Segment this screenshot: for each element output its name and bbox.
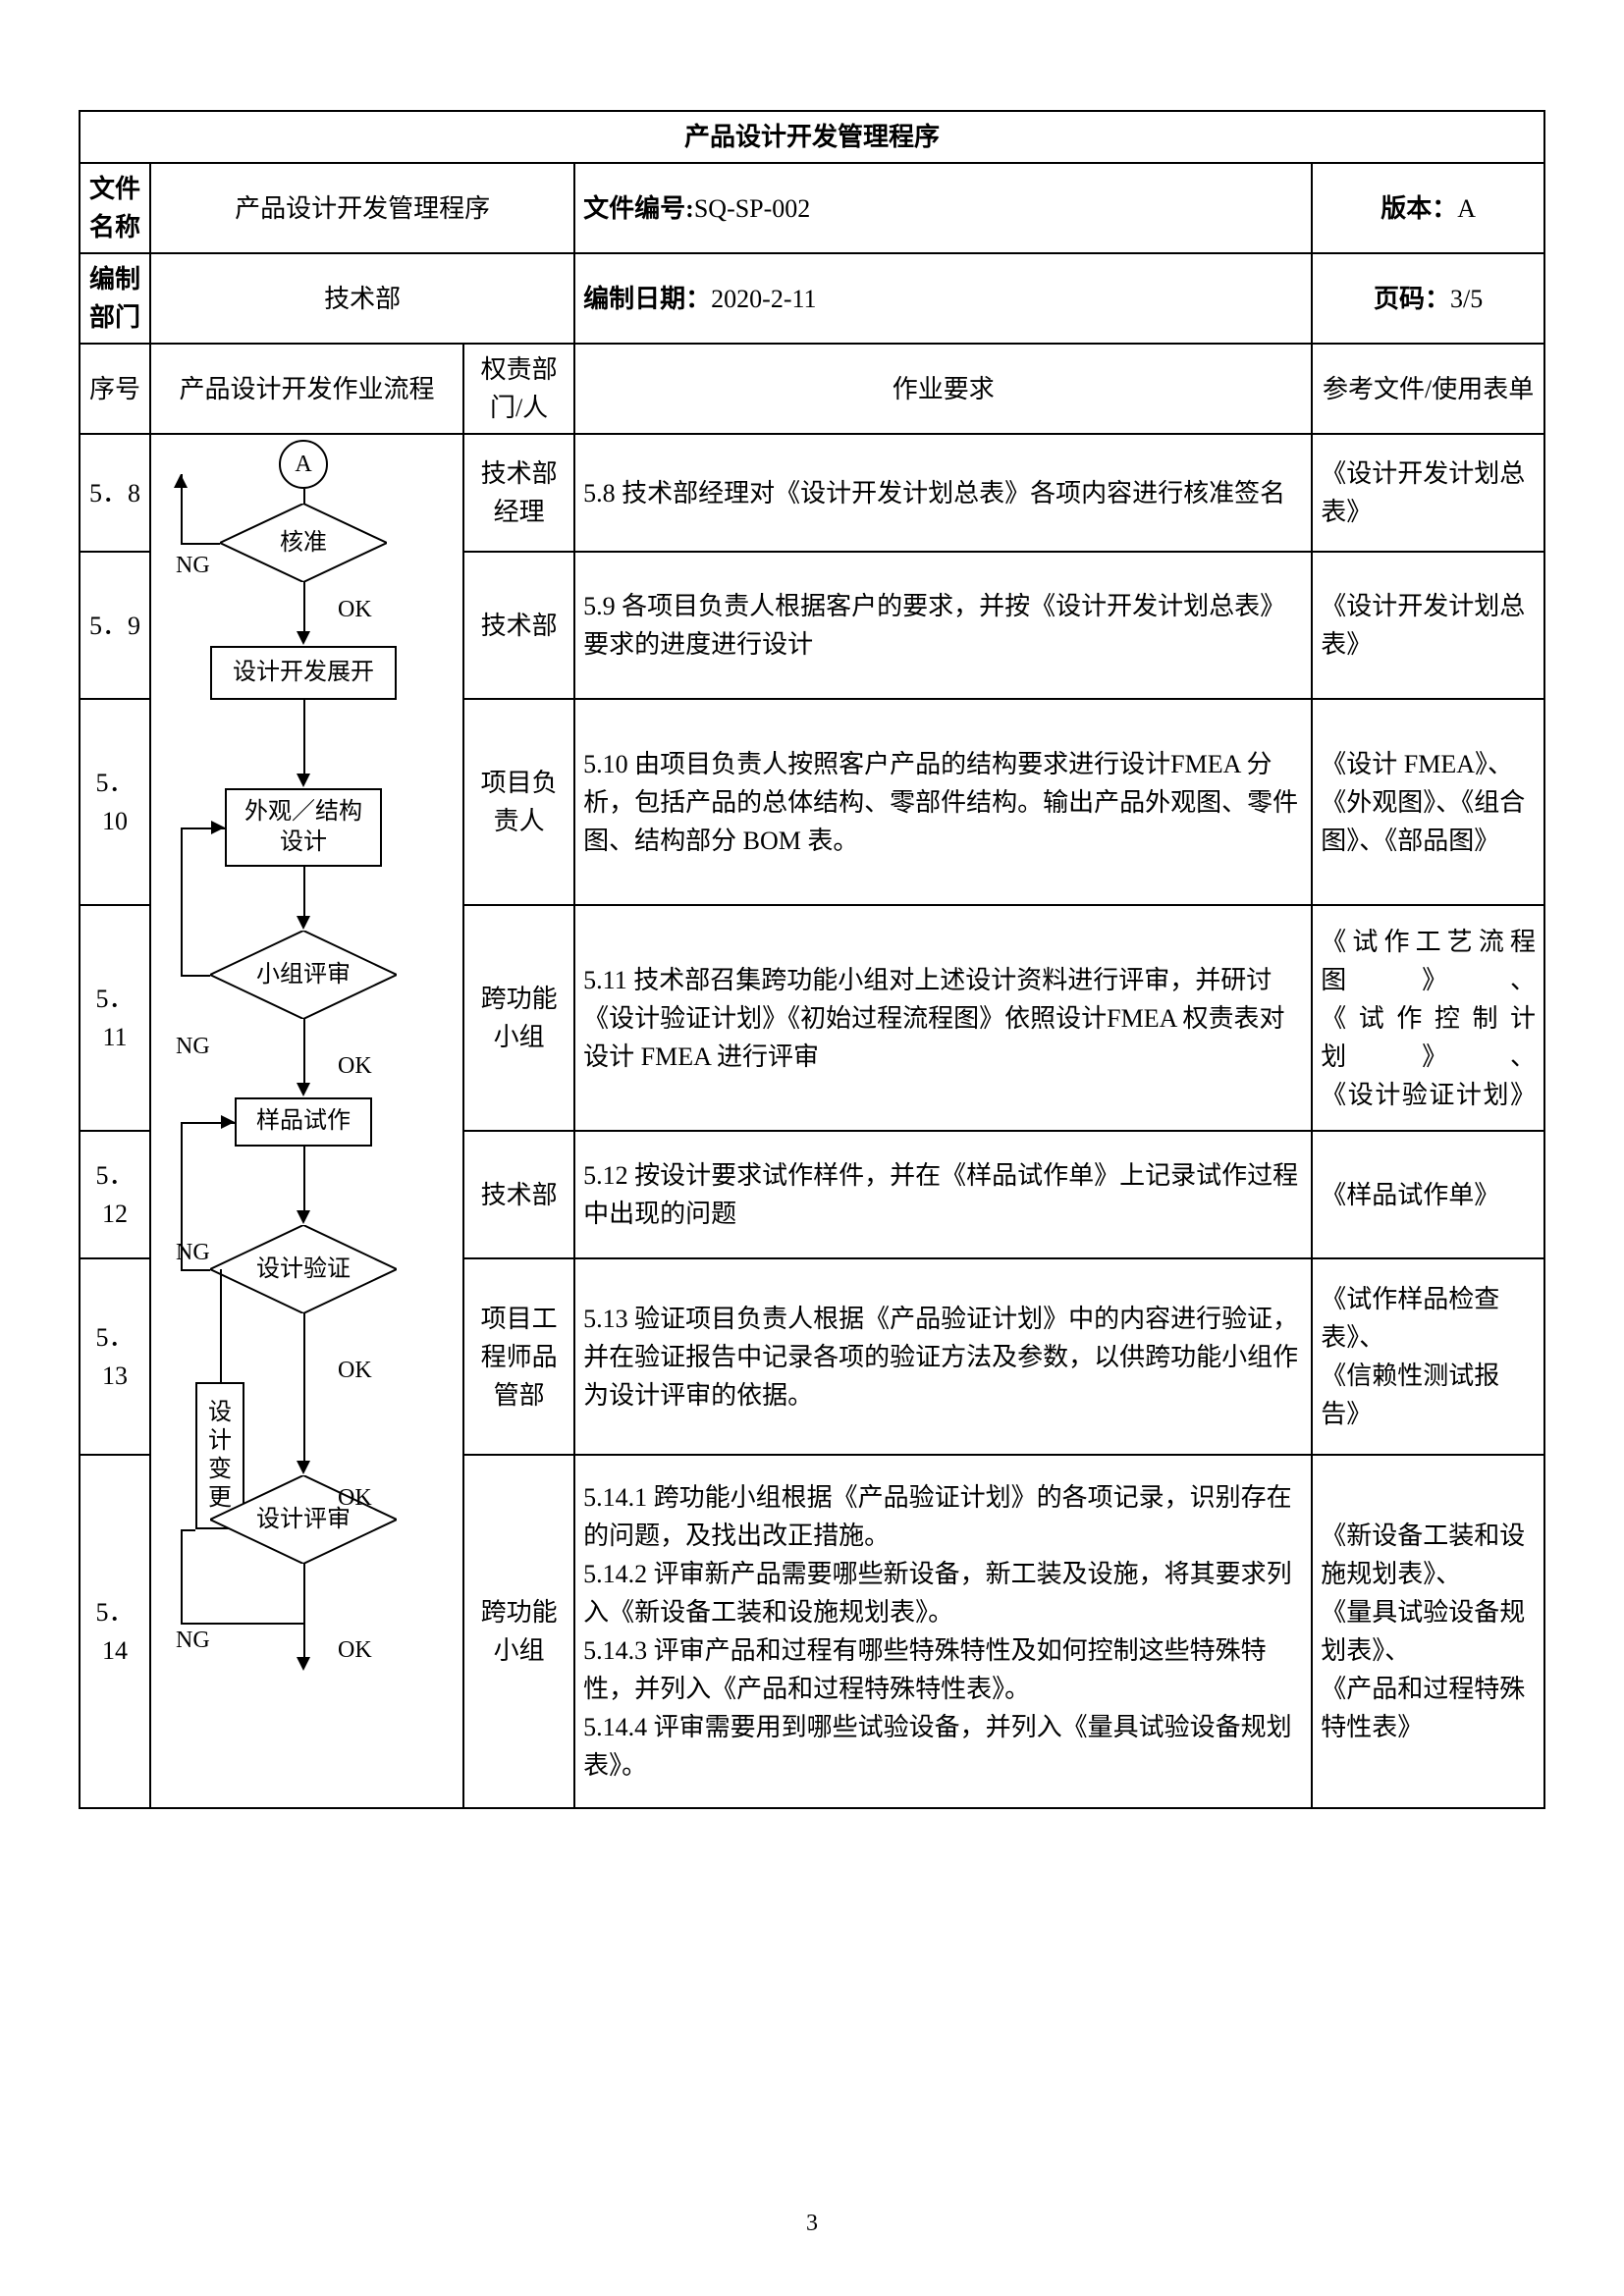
req-cell: 5.8 技术部经理对《设计开发计划总表》各项内容进行核准签名 bbox=[574, 434, 1312, 552]
flowchart-cell: A 核准NGOK设计开发展开外观／结构设计 小组评审NGOK样品试作 设计验证N… bbox=[150, 434, 463, 1808]
ref-cell: 《样品试作单》 bbox=[1312, 1131, 1544, 1258]
col-flow-header: 产品设计开发作业流程 bbox=[150, 344, 463, 434]
file-no-cell: 文件编号:SQ-SP-002 bbox=[574, 163, 1312, 253]
decision-design-verify: 设计验证 bbox=[210, 1225, 397, 1313]
file-no-value: SQ-SP-002 bbox=[694, 194, 810, 223]
req-cell: 5.13 验证项目负责人根据《产品验证计划》中的内容进行验证，并在验证报告中记录… bbox=[574, 1258, 1312, 1455]
seq-cell: 5．11 bbox=[80, 905, 150, 1131]
ok-label: OK bbox=[338, 1353, 372, 1388]
dept-cell: 跨功能小组 bbox=[463, 1455, 574, 1808]
ref-cell: 《新设备工装和设施规划表》、 《量具试验设备规划表》、 《产品和过程特殊特性表》 bbox=[1312, 1455, 1544, 1808]
col-dept-header: 权责部门/人 bbox=[463, 344, 574, 434]
doc-title: 产品设计开发管理程序 bbox=[80, 111, 1544, 163]
date-label: 编制日期： bbox=[583, 285, 711, 313]
seq-cell: 5．12 bbox=[80, 1131, 150, 1258]
page-cell: 页码：3/5 bbox=[1312, 253, 1544, 344]
dept-value: 技术部 bbox=[150, 253, 574, 344]
version-cell: 版本：A bbox=[1312, 163, 1544, 253]
header-row-2: 编制部门 技术部 编制日期：2020-2-11 页码：3/5 bbox=[80, 253, 1544, 344]
decision-group-review: 小组评审 bbox=[210, 931, 397, 1019]
column-header-row: 序号 产品设计开发作业流程 权责部门/人 作业要求 参考文件/使用表单 bbox=[80, 344, 1544, 434]
connector-a: A bbox=[279, 440, 328, 489]
col-seq-header: 序号 bbox=[80, 344, 150, 434]
decision-approve: 核准 bbox=[220, 504, 387, 582]
dept-cell: 技术部 bbox=[463, 552, 574, 699]
ref-cell: 《设计 FMEA》、《外观图》、《组合图》、《部品图》 bbox=[1312, 699, 1544, 905]
dept-cell: 技术部经理 bbox=[463, 434, 574, 552]
file-name-label: 文件名称 bbox=[80, 163, 150, 253]
seq-cell: 5．9 bbox=[80, 552, 150, 699]
dept-cell: 项目工程师品管部 bbox=[463, 1258, 574, 1455]
ok-label: OK bbox=[338, 592, 372, 627]
req-cell: 5.12 按设计要求试作样件，并在《样品试作单》上记录试作过程中出现的问题 bbox=[574, 1131, 1312, 1258]
seq-cell: 5．13 bbox=[80, 1258, 150, 1455]
dept-cell: 技术部 bbox=[463, 1131, 574, 1258]
ng-label: NG bbox=[176, 1623, 210, 1658]
seq-cell: 5．10 bbox=[80, 699, 150, 905]
page-number: 3 bbox=[0, 2211, 1624, 2237]
document-table: 产品设计开发管理程序 文件名称 产品设计开发管理程序 文件编号:SQ-SP-00… bbox=[79, 110, 1545, 1809]
process-appearance: 外观／结构设计 bbox=[225, 788, 382, 867]
page-value: 3/5 bbox=[1450, 285, 1483, 313]
date-cell: 编制日期：2020-2-11 bbox=[574, 253, 1312, 344]
title-row: 产品设计开发管理程序 bbox=[80, 111, 1544, 163]
ng-label: NG bbox=[176, 1029, 210, 1064]
version-value: A bbox=[1457, 194, 1476, 223]
req-cell: 5.9 各项目负责人根据客户的要求，并按《设计开发计划总表》要求的进度进行设计 bbox=[574, 552, 1312, 699]
file-no-label: 文件编号: bbox=[583, 194, 694, 223]
ng-label: NG bbox=[176, 548, 210, 583]
table-row: 5．8 A 核准NGOK设计开发展开外观／结构设计 小组评审NGOK样品试作 设… bbox=[80, 434, 1544, 552]
page-label: 页码： bbox=[1374, 285, 1450, 313]
ref-cell: 《设计开发计划总表》 bbox=[1312, 434, 1544, 552]
process-dev-expand: 设计开发展开 bbox=[210, 646, 397, 700]
ref-cell: 《设计开发计划总表》 bbox=[1312, 552, 1544, 699]
ok-label: OK bbox=[338, 1048, 372, 1084]
dept-cell: 项目负责人 bbox=[463, 699, 574, 905]
seq-cell: 5．14 bbox=[80, 1455, 150, 1808]
req-cell: 5.10 由项目负责人按照客户产品的结构要求进行设计FMEA 分析，包括产品的总… bbox=[574, 699, 1312, 905]
req-cell: 5.14.1 跨功能小组根据《产品验证计划》的各项记录，识别存在的问题，及找出改… bbox=[574, 1455, 1312, 1808]
col-req-header: 作业要求 bbox=[574, 344, 1312, 434]
seq-cell: 5．8 bbox=[80, 434, 150, 552]
req-cell: 5.11 技术部召集跨功能小组对上述设计资料进行评审，并研讨《设计验证计划》《初… bbox=[574, 905, 1312, 1131]
dept-label: 编制部门 bbox=[80, 253, 150, 344]
process-sample: 样品试作 bbox=[235, 1097, 372, 1147]
version-label: 版本： bbox=[1380, 194, 1457, 223]
ref-cell: 《试作工艺流程图》、 《试作控制计划》、 《设计验证计划》 bbox=[1312, 905, 1544, 1131]
ref-cell: 《试作样品检查表》、 《信赖性测试报告》 bbox=[1312, 1258, 1544, 1455]
file-name-value: 产品设计开发管理程序 bbox=[150, 163, 574, 253]
dept-cell: 跨功能小组 bbox=[463, 905, 574, 1131]
date-value: 2020-2-11 bbox=[711, 285, 816, 313]
ok-label: OK bbox=[338, 1632, 372, 1668]
flowchart-canvas: A 核准NGOK设计开发展开外观／结构设计 小组评审NGOK样品试作 设计验证N… bbox=[151, 435, 462, 1807]
header-row-1: 文件名称 产品设计开发管理程序 文件编号:SQ-SP-002 版本：A bbox=[80, 163, 1544, 253]
ng-label: NG bbox=[176, 1235, 210, 1270]
col-ref-header: 参考文件/使用表单 bbox=[1312, 344, 1544, 434]
